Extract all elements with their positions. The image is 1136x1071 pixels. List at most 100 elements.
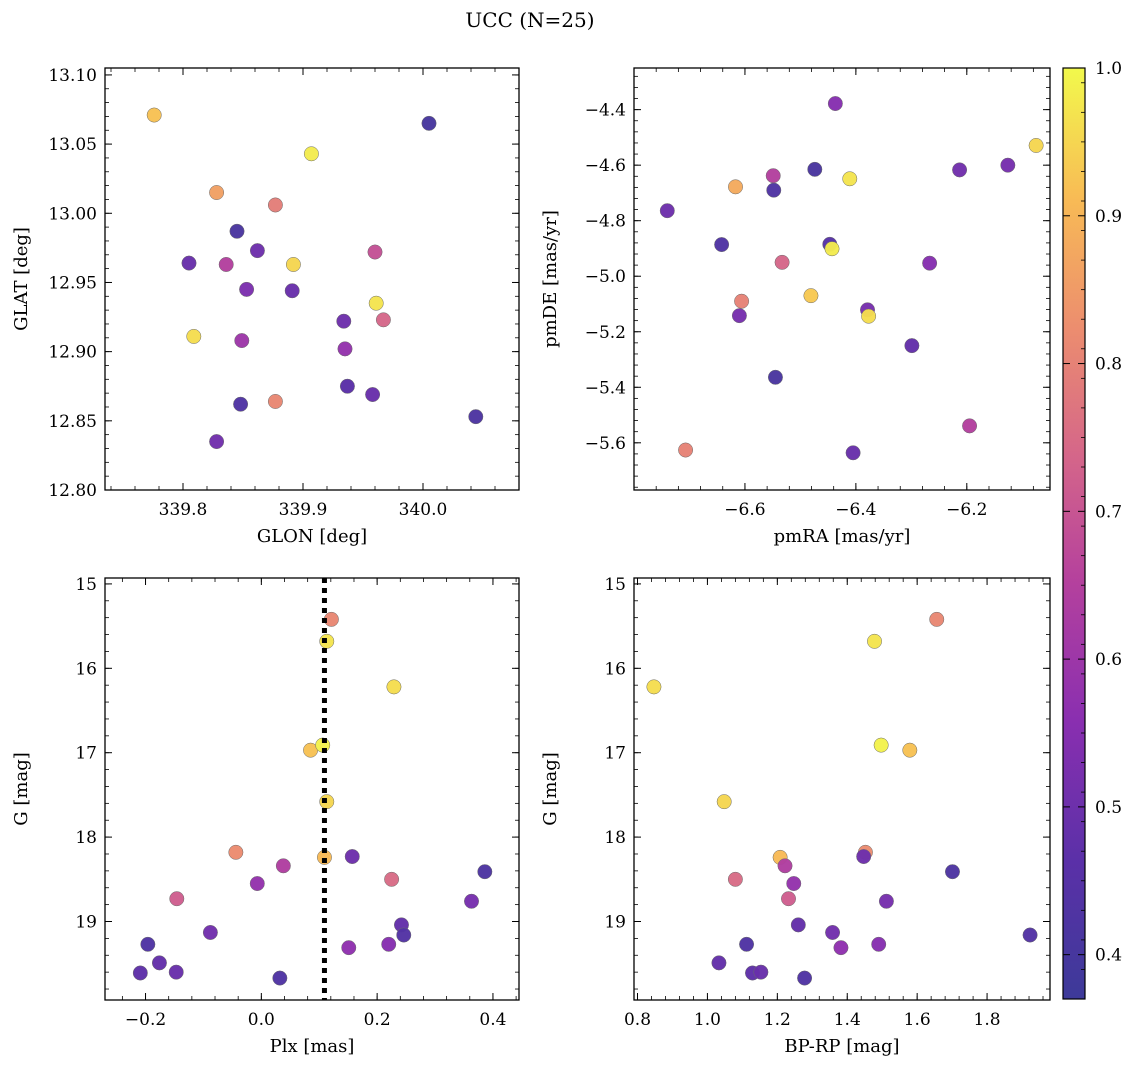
y-tick-label: 12.95 xyxy=(48,273,97,293)
x-axis-label: BP-RP [mag] xyxy=(784,1036,899,1057)
y-axis-label: pmDE [mas/yr] xyxy=(540,210,561,348)
scatter-point xyxy=(151,955,167,971)
x-tick-label: 340.0 xyxy=(399,500,448,520)
y-tick-label: 19 xyxy=(604,913,626,933)
y-tick-label: 19 xyxy=(75,913,97,933)
scatter-point xyxy=(209,434,225,450)
colorbar-gradient xyxy=(1062,67,1086,1000)
y-tick-label: 15 xyxy=(75,575,97,595)
data-layer xyxy=(132,578,493,1000)
y-tick-label: −5.0 xyxy=(585,267,626,287)
y-tick-label: 16 xyxy=(604,659,626,679)
scatter-point xyxy=(140,936,156,952)
scatter-point xyxy=(249,243,265,259)
scatter-point xyxy=(229,223,245,239)
scatter-point xyxy=(945,864,960,880)
scatter-point xyxy=(871,936,887,952)
y-axis-label: GLAT [deg] xyxy=(11,227,32,331)
scatter-point xyxy=(878,893,894,909)
scatter-point xyxy=(384,871,400,887)
x-tick-label: −0.2 xyxy=(125,1010,166,1030)
scatter-point xyxy=(396,927,412,943)
scatter-point xyxy=(272,970,288,986)
scatter-point xyxy=(833,940,849,956)
scatter-point xyxy=(228,844,244,860)
y-tick-label: 12.85 xyxy=(48,412,97,432)
y-tick-label: 13.05 xyxy=(48,135,97,155)
y-axis-label: G [mag] xyxy=(11,752,32,825)
scatter-point xyxy=(807,161,823,177)
scatter-point xyxy=(169,891,185,907)
colorbar-tick-label: 0.6 xyxy=(1095,650,1122,670)
y-tick-label: −5.6 xyxy=(585,434,626,454)
y-tick-label: 16 xyxy=(75,659,97,679)
y-tick-label: −5.4 xyxy=(585,378,626,398)
y-tick-label: 12.80 xyxy=(48,481,97,501)
scatter-point xyxy=(386,679,402,695)
x-tick-label: −6.6 xyxy=(724,500,765,520)
scatter-point xyxy=(904,338,920,354)
x-tick-label: 0.2 xyxy=(364,1010,391,1030)
scatter-point xyxy=(285,257,301,272)
data-layer xyxy=(646,611,1038,986)
scatter-point xyxy=(766,182,782,198)
colorbar-tick-label: 0.7 xyxy=(1095,502,1122,522)
scatter-point xyxy=(341,940,357,956)
scatter-panel-4: 0.8 1.0 1.2 1.4 1.6 1.8 15 16 17 18 19 BP-RP [mag] G… xyxy=(540,575,1051,1057)
y-tick-label: −4.4 xyxy=(585,101,626,121)
scatter-point xyxy=(186,328,202,344)
scatter-point xyxy=(659,203,675,219)
colorbar-tick-label: 0.4 xyxy=(1095,946,1122,966)
scatter-point xyxy=(267,197,283,213)
scatter-point xyxy=(774,254,790,270)
colorbar-tick-label: 0.8 xyxy=(1095,355,1122,375)
scatter-point xyxy=(734,293,750,309)
scatter-point xyxy=(753,964,769,980)
scatter-point xyxy=(337,341,353,357)
scatter-point xyxy=(344,849,360,864)
y-axis-label: G [mag] xyxy=(540,752,561,825)
scatter-point xyxy=(711,955,727,971)
scatter-point xyxy=(275,858,291,874)
scatter-point xyxy=(336,313,352,329)
scatter-point xyxy=(767,369,783,385)
scatter-point xyxy=(728,179,743,195)
scatter-point xyxy=(727,871,743,887)
x-tick-label: 1.2 xyxy=(764,1010,791,1030)
scatter-point xyxy=(845,445,861,461)
scatter-point xyxy=(842,171,858,187)
scatter-point xyxy=(902,742,918,758)
x-tick-label: 1.4 xyxy=(834,1010,861,1030)
x-tick-label: 0.4 xyxy=(479,1010,506,1030)
scatter-point xyxy=(421,115,437,131)
scatter-point xyxy=(824,241,840,257)
scatter-point xyxy=(234,333,250,349)
data-layer xyxy=(146,107,484,450)
scatter-point xyxy=(731,308,747,324)
plot-frame xyxy=(633,67,1051,491)
scatter-point xyxy=(739,936,755,952)
scatter-point xyxy=(777,858,793,874)
scatter-point xyxy=(827,96,843,111)
x-tick-label: 0.8 xyxy=(624,1010,651,1030)
scatter-point xyxy=(781,891,796,907)
colorbar-tick-label: 0.9 xyxy=(1095,207,1122,227)
scatter-point xyxy=(678,442,694,458)
x-tick-label: −6.4 xyxy=(835,500,876,520)
scatter-point xyxy=(368,295,384,311)
y-tick-label: −5.2 xyxy=(585,323,626,343)
plot-frame xyxy=(104,67,520,491)
scatter-point xyxy=(468,409,484,425)
scatter-point xyxy=(181,255,197,271)
colorbar-tick-label: 1.0 xyxy=(1095,59,1122,79)
y-tick-label: 15 xyxy=(604,575,626,595)
scatter-point xyxy=(202,925,218,940)
scatter-panel-1: 339.8 339.9 340.0 12.80 12.85 12.90 12.95 13.00… xyxy=(11,66,520,547)
y-tick-label: 18 xyxy=(604,828,626,848)
y-tick-label: −4.6 xyxy=(585,156,626,176)
x-tick-label: 1.8 xyxy=(974,1010,1001,1030)
y-tick-label: 17 xyxy=(604,744,626,764)
scatter-panel-3: −0.2 0.0 0.2 0.4 15 16 17 18 19 Plx [mas] G [mag] xyxy=(11,575,520,1057)
x-tick-label: 339.9 xyxy=(279,500,328,520)
